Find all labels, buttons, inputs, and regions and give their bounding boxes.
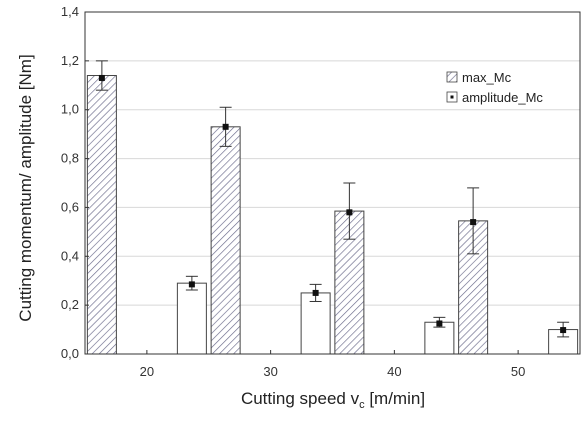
- x-tick-label: 30: [263, 364, 277, 379]
- x-ticks: 20 30 40 50: [140, 350, 525, 379]
- gridlines: [85, 11, 580, 355]
- y-tick-label: 0,4: [61, 248, 79, 263]
- bars: [86, 75, 579, 355]
- legend-swatch-max: [446, 71, 458, 83]
- plot-frame: [84, 11, 581, 355]
- y-tick-label: 0,6: [61, 199, 79, 214]
- x-tick-label: 20: [140, 364, 154, 379]
- x-tick-label: 40: [387, 364, 401, 379]
- x-tick-label: 50: [511, 364, 525, 379]
- marker-max: [98, 74, 105, 81]
- y-tick-label: 1,4: [61, 4, 79, 19]
- y-ticks: 0,0 0,2 0,4 0,6 0,8 1,0 1,2 1,4: [61, 4, 89, 361]
- x-axis-title: Cutting speed vc [m/min]: [241, 389, 425, 411]
- legend-label-max: max_Mc: [462, 70, 512, 85]
- marker-amplitude: [560, 327, 567, 334]
- y-tick-label: 0,0: [61, 346, 79, 361]
- marker-max: [346, 209, 353, 216]
- y-tick-label: 0,8: [61, 151, 79, 166]
- x-axis-title-unit: [m/min]: [365, 389, 425, 408]
- marker-amplitude: [312, 289, 319, 296]
- y-axis-title: Cutting momentum/ amplitude [Nm]: [16, 54, 35, 321]
- bar-max: [86, 75, 117, 355]
- y-tick-label: 0,2: [61, 297, 79, 312]
- bar-amplitude: [300, 292, 331, 355]
- bar-amplitude: [176, 282, 207, 355]
- y-tick-label: 1,2: [61, 53, 79, 68]
- marker-max: [470, 219, 477, 226]
- x-axis-title-subscript: c: [359, 399, 365, 411]
- marker-amplitude: [436, 320, 443, 327]
- marker-max: [222, 123, 229, 130]
- marker-amplitude: [188, 281, 195, 288]
- legend: max_Mc amplitude_Mc: [446, 70, 543, 105]
- legend-label-amplitude: amplitude_Mc: [462, 90, 543, 105]
- x-axis-title-main: Cutting speed v: [241, 389, 360, 408]
- y-tick-label: 1,0: [61, 102, 79, 117]
- legend-swatch-amplitude-dot: [450, 95, 454, 99]
- bar-max: [210, 126, 241, 355]
- error-bars: [95, 60, 570, 338]
